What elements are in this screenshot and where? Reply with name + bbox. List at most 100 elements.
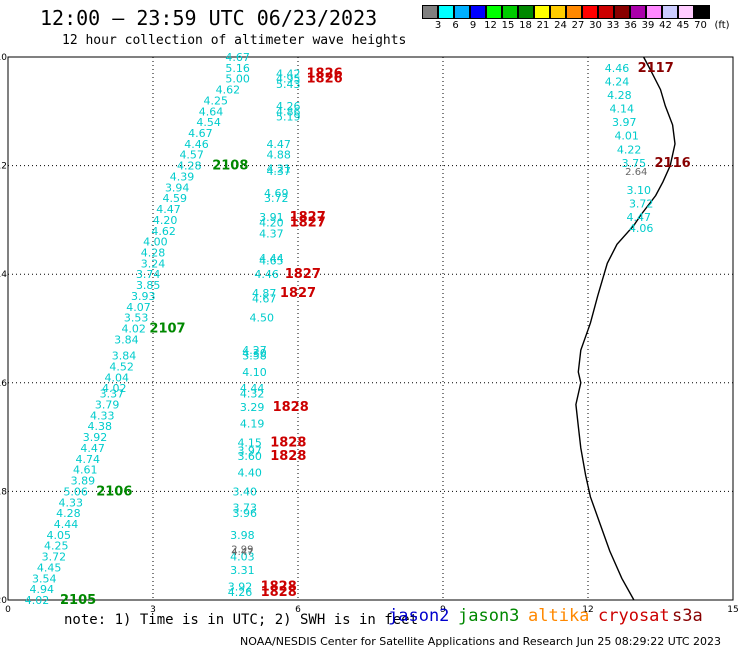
swh-label: 3.74	[136, 268, 161, 281]
colorbar-swatch	[694, 5, 710, 19]
swh-label: 4.00	[143, 236, 168, 249]
footnote: note: 1) Time is in UTC; 2) SWH is in fe…	[64, 612, 419, 628]
swh-label: 4.05	[47, 529, 72, 542]
colorbar-label: 18	[519, 20, 532, 31]
colorbar-label: 45	[676, 20, 690, 31]
swh-label: 4.25	[44, 540, 69, 553]
y-tick-label: -10	[0, 53, 7, 63]
swh-label: 4.04	[105, 371, 130, 384]
swh-label: 3.94	[165, 181, 190, 194]
colorbar-swatch	[662, 5, 678, 19]
swh-label: 4.02	[25, 594, 50, 607]
map-title: 12:00 – 23:59 UTC 06/23/2023	[40, 6, 378, 30]
swh-label: 3.40	[233, 485, 258, 498]
colorbar-swatch	[422, 5, 438, 19]
swh-label: 4.44	[54, 518, 79, 531]
swh-label: 4.10	[242, 366, 267, 379]
swh-label: 3.24	[141, 257, 166, 270]
colorbar-swatch	[534, 5, 550, 19]
swh-label: 4.94	[30, 583, 55, 596]
colorbar-unit: (ft)	[714, 20, 730, 31]
legend-cryosat: cryosat	[598, 606, 670, 626]
colorbar-swatch	[678, 5, 694, 19]
swh-label: 3.98	[230, 529, 255, 542]
pass-time-label: 1828	[261, 585, 297, 600]
colorbar-swatch	[582, 5, 598, 19]
colorbar-swatch	[566, 5, 582, 19]
swh-label: 4.50	[250, 312, 275, 325]
legend-jason3: jason3	[458, 606, 520, 626]
colorbar-label: 36	[624, 20, 637, 31]
swh-label: 5.00	[225, 73, 250, 86]
swh-label: 3.10	[627, 184, 652, 197]
pass-time-label: 1827	[290, 210, 326, 225]
wave-height-colorbar	[422, 5, 710, 19]
swh-label: 3.97	[237, 445, 262, 458]
swh-label: 4.54	[196, 116, 221, 129]
colorbar-swatch	[518, 5, 534, 19]
swh-label: 4.22	[617, 143, 642, 156]
colorbar-label: 21	[536, 20, 550, 31]
swh-label: 4.27	[242, 344, 267, 357]
colorbar-label: 3	[434, 20, 442, 31]
colorbar-label: 30	[589, 20, 602, 31]
pass-time-label: 2106	[96, 484, 132, 499]
colorbar-swatch	[550, 5, 566, 19]
swh-label: 4.87	[252, 287, 277, 300]
swh-label: 3.93	[131, 290, 156, 303]
swh-label: 4.37	[266, 165, 291, 178]
swh-label: 4.32	[240, 388, 265, 401]
swh-label: 4.65	[259, 255, 284, 268]
colorbar-label: 12	[484, 20, 497, 31]
x-tick-label: 15	[727, 605, 738, 615]
swh-label: 4.28	[141, 247, 166, 260]
swh-label: 3.54	[32, 572, 57, 585]
swh-label: 4.20	[153, 214, 178, 227]
colorbar-swatch	[614, 5, 630, 19]
wave-height-labels: 4.675.165.004.624.254.644.544.674.464.57…	[25, 51, 691, 608]
swh-label: 4.47	[156, 203, 181, 216]
swh-label: 3.72	[42, 551, 67, 564]
swh-label: 3.96	[233, 507, 258, 520]
colorbar-label: 33	[606, 20, 620, 31]
colorbar-swatch	[646, 5, 662, 19]
swh-label: 3.97	[612, 116, 637, 129]
swh-label: 4.95	[276, 73, 301, 86]
credit-line: NOAA/NESDIS Center for Satellite Applica…	[240, 635, 722, 648]
swh-label: 4.28	[607, 89, 632, 102]
swh-label: 3.79	[95, 399, 120, 412]
pass-time-label: 1828	[273, 400, 309, 415]
swh-label: 4.59	[163, 192, 188, 205]
swh-label: 4.44	[240, 382, 265, 395]
coastline	[575, 56, 676, 601]
map-grid	[8, 57, 733, 600]
colorbar-label: 42	[659, 20, 672, 31]
swh-label: 4.28	[177, 160, 202, 173]
swh-label: 4.40	[237, 466, 262, 479]
swh-label: 4.15	[237, 437, 262, 450]
x-tick-label: 9	[440, 605, 446, 615]
x-tick-label: 12	[582, 605, 593, 615]
swh-label: 4.24	[605, 75, 630, 88]
colorbar-label: 6	[452, 20, 459, 31]
swh-label: 3.84	[112, 350, 137, 363]
swh-label: 4.07	[126, 301, 151, 314]
swh-label: 4.25	[204, 94, 229, 107]
swh-label: 4.62	[216, 84, 241, 97]
swh-low-label: 2.99	[231, 544, 253, 555]
swh-label: 4.19	[240, 418, 265, 431]
swh-label: 3.60	[237, 450, 262, 463]
swh-label: 3.85	[136, 279, 161, 292]
swh-label: 4.67	[225, 51, 250, 64]
swh-label: 5.19	[276, 111, 301, 124]
colorbar-swatch	[486, 5, 502, 19]
x-tick-label: 0	[5, 605, 11, 615]
swh-low-label: 4.47	[231, 547, 253, 558]
y-tick-label: -20	[0, 596, 7, 606]
swh-label: 5.06	[63, 485, 88, 498]
pass-time-label: 2117	[638, 61, 674, 76]
pass-time-label: 2116	[655, 156, 691, 171]
swh-label: 4.52	[109, 361, 134, 374]
swh-label: 4.21	[266, 162, 291, 175]
swh-label: 3.91	[259, 211, 284, 224]
